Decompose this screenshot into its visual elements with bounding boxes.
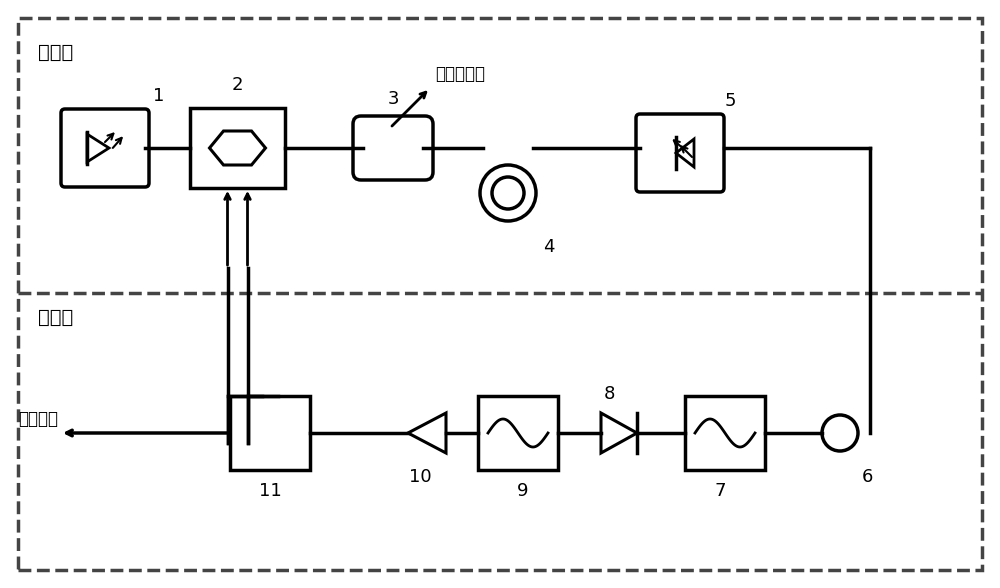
Text: 10: 10 (409, 468, 431, 486)
Bar (190, 108, 285, 188)
Text: 光模块: 光模块 (38, 43, 73, 62)
Polygon shape (210, 131, 266, 165)
Text: 7: 7 (714, 482, 726, 500)
Bar (230, 396, 310, 470)
Text: 8: 8 (603, 385, 615, 403)
Text: 2: 2 (232, 76, 243, 94)
Text: 3: 3 (387, 90, 399, 108)
Text: 6: 6 (862, 468, 873, 486)
Text: 电模块: 电模块 (38, 308, 73, 327)
Text: 射频输出: 射频输出 (18, 410, 58, 428)
Text: 4: 4 (543, 238, 554, 256)
Circle shape (822, 415, 858, 451)
FancyBboxPatch shape (61, 109, 149, 187)
FancyBboxPatch shape (353, 116, 433, 180)
Text: 11: 11 (259, 482, 281, 500)
Polygon shape (408, 413, 446, 453)
FancyBboxPatch shape (636, 114, 724, 192)
Polygon shape (676, 139, 694, 167)
Text: 9: 9 (517, 482, 529, 500)
Bar (478, 396, 558, 470)
Polygon shape (601, 413, 637, 453)
Circle shape (492, 177, 524, 209)
Text: 5: 5 (725, 92, 736, 110)
Ellipse shape (361, 124, 425, 172)
Text: 1: 1 (153, 87, 164, 105)
Circle shape (480, 165, 536, 221)
Bar (685, 396, 765, 470)
Text: 光信号输出: 光信号输出 (435, 65, 485, 83)
Polygon shape (87, 134, 109, 162)
